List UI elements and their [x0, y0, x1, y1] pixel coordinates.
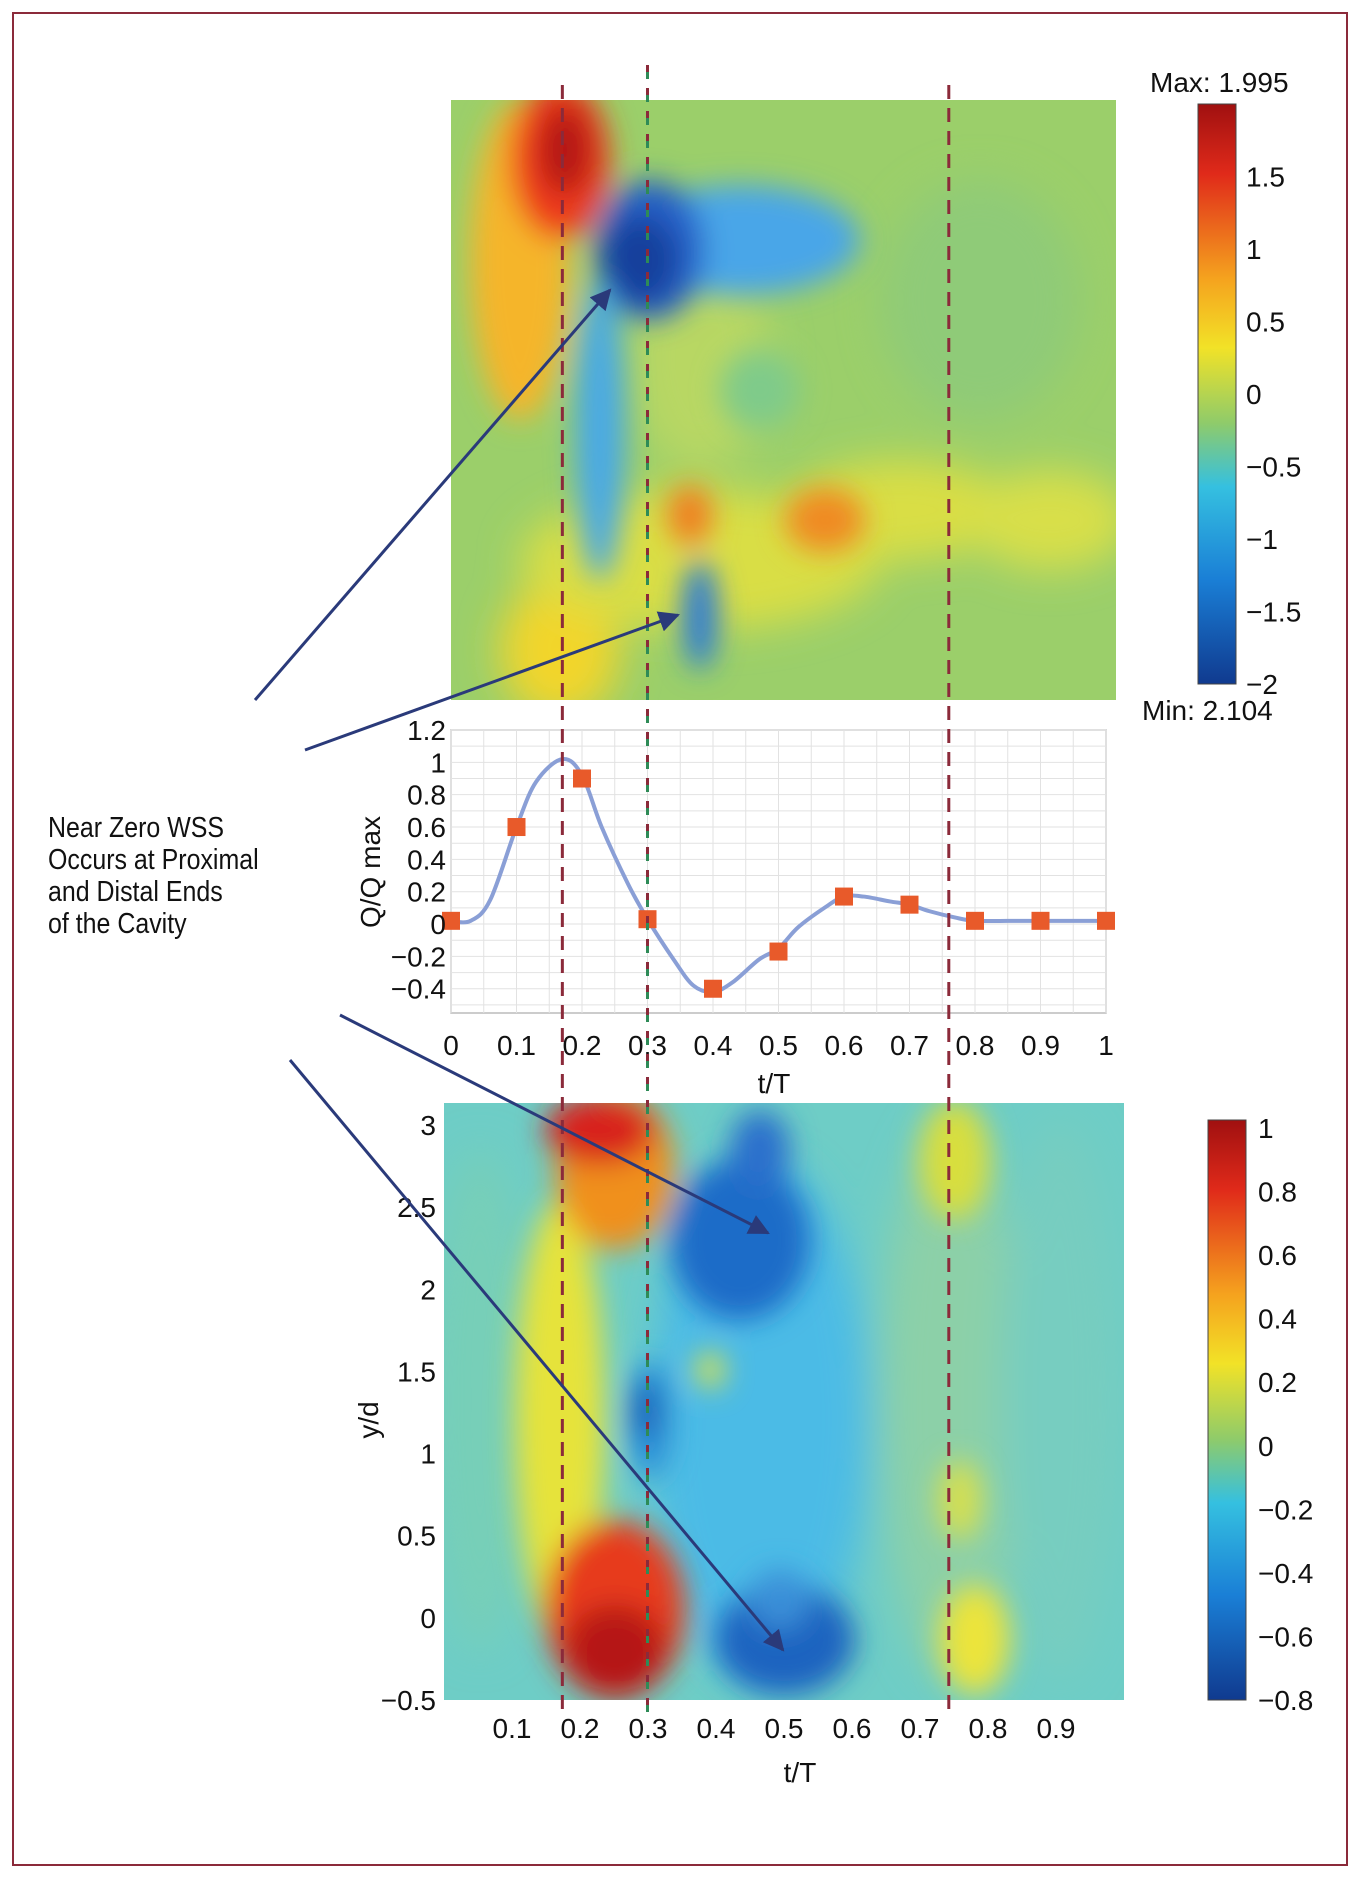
arrow-bottom-distal	[288, 1059, 785, 1652]
bottom-y-tick-label: 0	[420, 1603, 436, 1634]
top-colorbar-tick-label: −1	[1246, 524, 1278, 555]
bottom-colorbar-tick-label: 0.6	[1258, 1240, 1297, 1271]
top-colorbar-max-label: Max: 1.995	[1150, 67, 1289, 98]
bottom-heatmap-field	[444, 1103, 1124, 1700]
flow-grid	[450, 729, 1107, 1013]
bottom-x-ticks: 0.1 0.2 0.3 0.4 0.5 0.6 0.7 0.8 0.9	[493, 1713, 1076, 1744]
flow-y-tick-label: −0.4	[391, 974, 446, 1005]
bottom-y-axis-label: y/d	[353, 1401, 384, 1438]
top-heatmap: Max: 1.995 Min: 2.104 1.5 1 0.5 0 −0.5 −1 −1.5…	[451, 67, 1301, 726]
annotation-arrows	[253, 288, 785, 1652]
flow-x-tick-label: 0.2	[563, 1030, 602, 1061]
bottom-x-tick-label: 0.8	[969, 1713, 1008, 1744]
flow-point	[704, 979, 722, 998]
bottom-x-tick-label: 0.5	[765, 1713, 804, 1744]
bottom-colorbar-tick-label: 1	[1258, 1113, 1274, 1144]
flow-point	[835, 887, 853, 906]
flow-x-tick-label: 0.1	[497, 1030, 536, 1061]
flow-y-tick-label: 0.6	[407, 812, 446, 843]
bottom-x-tick-label: 0.3	[629, 1713, 668, 1744]
top-colorbar-tick-label: 1.5	[1246, 162, 1285, 193]
figure-frame	[12, 12, 1348, 1866]
top-colorbar	[1197, 103, 1237, 685]
bottom-y-tick-label: 0.5	[397, 1521, 436, 1552]
bottom-x-tick-label: 0.1	[493, 1713, 532, 1744]
time-marker-lines	[560, 65, 951, 1712]
flow-x-tick-label: 0.7	[890, 1030, 929, 1061]
flow-point	[573, 769, 591, 788]
top-colorbar-tick-label: 1	[1246, 234, 1262, 265]
flow-point	[769, 942, 788, 961]
flow-y-ticks: 1.210.80.60.40.20−0.2−0.4	[391, 715, 446, 1005]
bottom-y-tick-label: 1.5	[397, 1356, 436, 1387]
bottom-colorbar-tick-label: 0.4	[1258, 1304, 1297, 1335]
bottom-colorbar-tick-label: −0.2	[1258, 1494, 1313, 1525]
flow-point	[966, 911, 984, 930]
flow-series-points	[442, 769, 1115, 998]
flow-series-line	[450, 757, 1106, 995]
bottom-colorbar	[1207, 1119, 1247, 1701]
flow-point	[442, 911, 460, 930]
flow-x-tick-label: 0.9	[1021, 1030, 1060, 1061]
top-colorbar-tick-label: 0	[1246, 379, 1262, 410]
arrow-bottom-proximal	[339, 1013, 770, 1235]
bottom-colorbar-tick-label: −0.6	[1258, 1621, 1313, 1652]
flow-y-tick-label: 0	[430, 909, 446, 940]
arrow-top-distal	[304, 611, 680, 752]
annotation-text: Near Zero WSS Occurs at Proximal and Dis…	[48, 812, 259, 940]
bottom-x-tick-label: 0.4	[697, 1713, 736, 1744]
bottom-x-tick-label: 0.2	[561, 1713, 600, 1744]
annotation-line-1: Near Zero WSS	[48, 812, 225, 844]
arrow-top-proximal	[253, 288, 612, 701]
flow-y-axis-label: Q/Q max	[355, 816, 386, 928]
bottom-colorbar-tick-label: 0.8	[1258, 1177, 1297, 1208]
flow-y-tick-label: 1.2	[407, 715, 446, 746]
top-colorbar-min-label: Min: 2.104	[1142, 695, 1273, 726]
bottom-y-tick-label: 3	[420, 1110, 436, 1141]
flow-x-tick-label: 0.8	[956, 1030, 995, 1061]
flow-x-ticks: 0 0.1 0.2 0.3 0.4 0.5 0.6 0.7 0.8 0.9 1	[443, 1030, 1114, 1061]
flow-point	[507, 818, 526, 837]
flow-point	[1031, 911, 1050, 930]
bottom-x-tick-label: 0.6	[833, 1713, 872, 1744]
annotation-line-3: and Distal Ends	[48, 876, 223, 908]
flow-y-tick-label: 0.4	[407, 844, 446, 875]
flow-x-tick-label: 1	[1098, 1030, 1114, 1061]
bottom-y-tick-label: 1	[420, 1439, 436, 1470]
flow-y-tick-label: −0.2	[391, 941, 446, 972]
annotation-line-4: of the Cavity	[48, 908, 187, 940]
flow-x-tick-label: 0	[443, 1030, 459, 1061]
top-colorbar-tick-label: 0.5	[1246, 307, 1285, 338]
bottom-colorbar-tick-label: 0	[1258, 1431, 1274, 1462]
top-heatmap-field	[451, 100, 1116, 700]
top-colorbar-ticks: 1.5 1 0.5 0 −0.5 −1 −1.5 −2	[1246, 162, 1301, 701]
flow-point	[1097, 911, 1115, 930]
bottom-x-tick-label: 0.9	[1037, 1713, 1076, 1744]
top-colorbar-tick-label: −1.5	[1246, 597, 1301, 628]
bottom-colorbar-tick-label: −0.8	[1258, 1685, 1313, 1716]
bottom-y-tick-label: 2	[420, 1274, 436, 1305]
bottom-x-tick-label: 0.7	[901, 1713, 940, 1744]
flow-waveform-chart: 0 0.1 0.2 0.3 0.4 0.5 0.6 0.7 0.8 0.9 1 1.210.80.6…	[355, 715, 1115, 1099]
bottom-y-ticks: 32.521.510.50−0.5	[381, 1110, 436, 1716]
flow-x-tick-label: 0.4	[694, 1030, 733, 1061]
top-colorbar-tick-label: −0.5	[1246, 452, 1301, 483]
bottom-x-axis-label: t/T	[784, 1757, 817, 1788]
top-colorbar-tick-label: −2	[1246, 669, 1278, 700]
flow-x-axis-label: t/T	[758, 1068, 791, 1099]
flow-x-tick-label: 0.6	[825, 1030, 864, 1061]
flow-y-tick-label: 0.2	[407, 877, 446, 908]
bottom-y-tick-label: −0.5	[381, 1685, 436, 1716]
bottom-colorbar-ticks: 1 0.8 0.6 0.4 0.2 0 −0.2 −0.4 −0.6 −0.8	[1258, 1113, 1313, 1716]
flow-y-tick-label: 0.8	[407, 780, 446, 811]
flow-x-tick-label: 0.5	[759, 1030, 798, 1061]
flow-point	[900, 895, 919, 914]
bottom-heatmap: 1 0.8 0.6 0.4 0.2 0 −0.2 −0.4 −0.6 −0.8 0.1 0.2 0.3…	[353, 1103, 1313, 1788]
bottom-colorbar-tick-label: −0.4	[1258, 1558, 1313, 1589]
annotation-line-2: Occurs at Proximal	[48, 844, 259, 876]
bottom-colorbar-tick-label: 0.2	[1258, 1367, 1297, 1398]
flow-y-tick-label: 1	[430, 747, 446, 778]
